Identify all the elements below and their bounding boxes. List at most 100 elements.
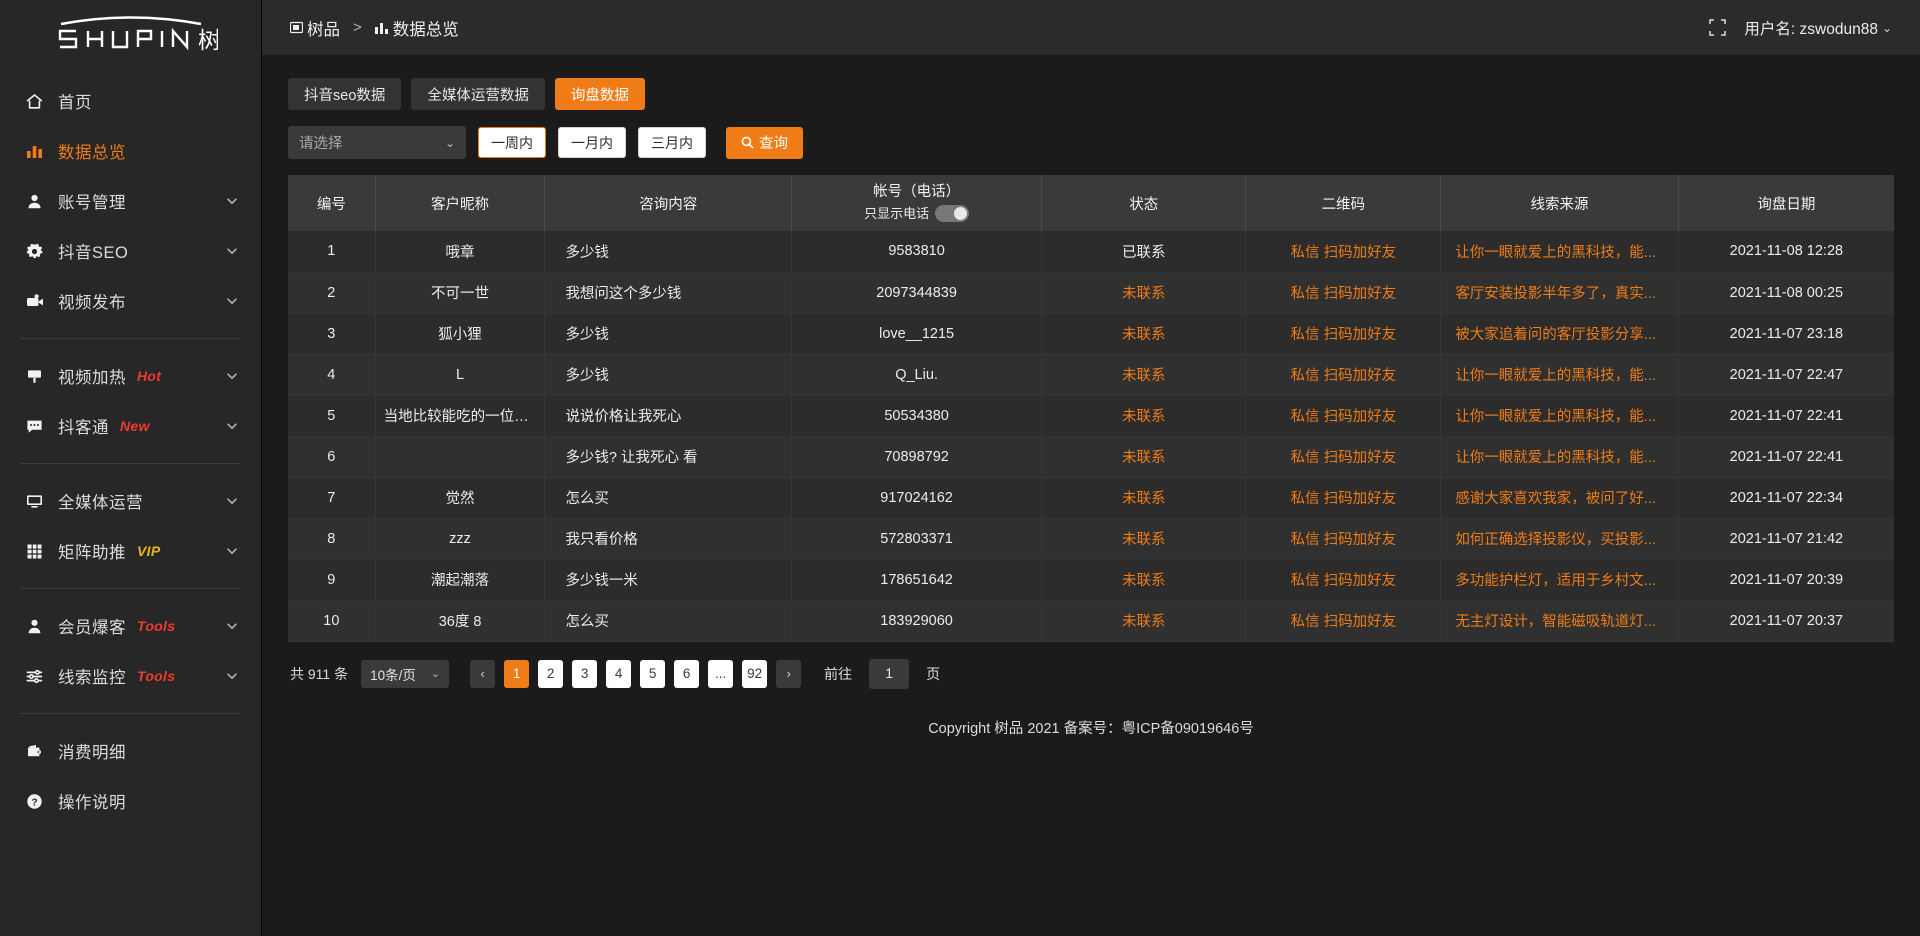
goto-page-input[interactable] (869, 658, 910, 689)
page-number-7[interactable]: 92 (742, 659, 768, 688)
cell-source[interactable]: 如何正确选择投影仪，买投影... (1440, 518, 1679, 560)
category-select-value: 请选择 (299, 136, 343, 152)
show-phone-toggle[interactable] (935, 205, 970, 223)
inquiry-table: 编号 客户昵称 咨询内容 帐号（电话） 只显示电话 状态 (288, 175, 1894, 642)
category-select[interactable]: 请选择 ⌄ (288, 126, 466, 159)
sidebar-item-3[interactable]: 抖音SEO (0, 226, 261, 276)
sidebar-item-6[interactable]: 抖客通 New (0, 401, 261, 451)
cell-qrcode[interactable]: 私信 扫码加好友 (1245, 518, 1442, 560)
sidebar-item-badge: Tools (137, 668, 176, 684)
cell-qrcode[interactable]: 私信 扫码加好友 (1245, 436, 1442, 478)
fullscreen-icon[interactable] (1709, 19, 1727, 36)
sidebar-item-11[interactable]: 消费明细 (0, 726, 261, 776)
cell-qrcode[interactable]: 私信 扫码加好友 (1245, 231, 1442, 273)
user-menu[interactable]: 用户名: zswodun88 ⌄ (1744, 17, 1892, 39)
sidebar-item-label: 全媒体运营 (58, 494, 143, 512)
page-number-4[interactable]: 5 (640, 659, 666, 688)
tab-2[interactable]: 询盘数据 (554, 78, 645, 110)
page-size-select[interactable]: 10条/页 ⌄ (361, 659, 450, 688)
brand-logo[interactable]: 树品 (0, 0, 261, 64)
cell-source[interactable]: 感谢大家喜欢我家，被问了好... (1440, 477, 1679, 519)
sidebar-item-4[interactable]: 视频发布 (0, 276, 261, 326)
cell-source[interactable]: 多功能护栏灯，适用于乡村文... (1440, 559, 1679, 601)
page-number-list: 1 2 3 4 5 6... 92 (504, 659, 768, 688)
date-range-button-0[interactable]: 一周内 (478, 127, 546, 158)
tab-1[interactable]: 全媒体运营数据 (411, 78, 545, 110)
inquiry-table-wrapper: 编号 客户昵称 咨询内容 帐号（电话） 只显示电话 状态 (288, 175, 1894, 642)
cell-qrcode[interactable]: 私信 扫码加好友 (1245, 600, 1442, 642)
query-button[interactable]: 查询 (726, 126, 803, 159)
page-number-1[interactable]: 2 (538, 659, 564, 688)
prev-page-button[interactable]: ‹ (470, 659, 496, 688)
cell-source[interactable]: 让你一眼就爱上的黑科技，能... (1440, 436, 1679, 478)
chevron-down-icon[interactable] (225, 419, 239, 433)
breadcrumb: 树品 > 数据总览 (290, 16, 459, 40)
cell-nickname (375, 436, 546, 478)
sidebar-item-label: 首页 (58, 94, 92, 112)
chevron-down-icon[interactable] (225, 294, 239, 308)
chevron-down-icon[interactable] (225, 619, 239, 633)
sidebar-item-9[interactable]: 会员爆客 Tools (0, 601, 261, 651)
chevron-down-icon[interactable] (225, 494, 239, 508)
sidebar-item-label: 操作说明 (58, 794, 126, 812)
tab-0[interactable]: 抖音seo数据 (288, 78, 402, 110)
cell-qrcode[interactable]: 私信 扫码加好友 (1245, 395, 1442, 437)
page-number-3[interactable]: 4 (606, 659, 632, 688)
page-number-2[interactable]: 3 (572, 659, 598, 688)
cell-qrcode[interactable]: 私信 扫码加好友 (1245, 477, 1442, 519)
sidebar-item-0[interactable]: 首页 (0, 76, 261, 126)
breadcrumb-item-app[interactable]: 树品 (290, 16, 340, 40)
col-date: 询盘日期 (1678, 175, 1894, 231)
sidebar-item-5[interactable]: 视频加热 Hot (0, 351, 261, 401)
table-row: 7 觉然 怎么买 917024162 未联系 私信 扫码加好友 感谢大家喜欢我家，被问了好.… (288, 477, 1894, 519)
cell-qrcode[interactable]: 私信 扫码加好友 (1245, 313, 1442, 355)
sidebar-item-1[interactable]: 数据总览 (0, 126, 261, 176)
cell-source[interactable]: 被大家追着问的客厅投影分享... (1440, 313, 1679, 355)
user-label: 用户名: zswodun88 (1744, 20, 1878, 38)
wallet-icon (26, 743, 48, 760)
next-page-button[interactable]: › (776, 659, 802, 688)
chevron-down-icon[interactable] (225, 669, 239, 683)
cell-source[interactable]: 无主灯设计，智能磁吸轨道灯... (1440, 600, 1679, 642)
sidebar-item-label: 视频加热 (58, 369, 126, 387)
cell-source[interactable]: 客厅安装投影半年多了，真实... (1440, 272, 1679, 314)
col-nickname: 客户昵称 (375, 175, 546, 231)
cell-qrcode[interactable]: 私信 扫码加好友 (1245, 354, 1442, 396)
sidebar-item-8[interactable]: 矩阵助推 VIP (0, 526, 261, 576)
chevron-down-icon[interactable] (225, 369, 239, 383)
date-range-button-1[interactable]: 一月内 (558, 127, 626, 158)
cell-source[interactable]: 让你一眼就爱上的黑科技，能... (1440, 395, 1679, 437)
table-row: 5 当地比较能吃的一位美女 说说价格让我死心 50534380 未联系 私信 扫码加好友让… (288, 395, 1894, 437)
cell-date: 2021-11-08 00:25 (1678, 272, 1894, 314)
cell-nickname: 36度 8 (375, 600, 546, 642)
cell-qrcode[interactable]: 私信 扫码加好友 (1245, 559, 1442, 601)
sidebar-item-2[interactable]: 账号管理 (0, 176, 261, 226)
page-number-5[interactable]: 6 (674, 659, 700, 688)
cell-status: 未联系 (1041, 436, 1247, 478)
sidebar-item-10[interactable]: 线索监控 Tools (0, 651, 261, 701)
cell-source[interactable]: 让你一眼就爱上的黑科技，能... (1440, 354, 1679, 396)
cell-inquiry: 我只看价格 (544, 518, 793, 560)
chevron-down-icon[interactable] (225, 544, 239, 558)
cell-qrcode[interactable]: 私信 扫码加好友 (1245, 272, 1442, 314)
breadcrumb-item-current[interactable]: 数据总览 (374, 16, 459, 40)
cell-account: 50534380 (791, 395, 1043, 437)
chevron-down-icon[interactable] (225, 244, 239, 258)
page-number-0[interactable]: 1 (504, 659, 530, 688)
sidebar-item-label: 会员爆客 (58, 619, 126, 637)
search-icon (741, 136, 754, 149)
cell-source[interactable]: 让你一眼就爱上的黑科技，能... (1440, 231, 1679, 273)
page-number-6[interactable]: ... (708, 659, 734, 688)
sidebar-item-12[interactable]: ? 操作说明 (0, 776, 261, 826)
date-range-button-2[interactable]: 三月内 (638, 127, 706, 158)
sidebar-item-7[interactable]: 全媒体运营 (0, 476, 261, 526)
sidebar-divider (20, 463, 241, 464)
date-range-group: 一周内 一月内 三月内 (478, 127, 706, 158)
cell-date: 2021-11-07 22:41 (1678, 395, 1894, 437)
cell-nickname: 觉然 (375, 477, 546, 519)
table-row: 9 潮起潮落 多少钱一米 178651642 未联系 私信 扫码加好友 多功能护栏灯，适用于… (288, 559, 1894, 601)
chevron-down-icon[interactable] (225, 194, 239, 208)
col-id: 编号 (288, 175, 376, 231)
cell-status: 已联系 (1041, 231, 1247, 273)
